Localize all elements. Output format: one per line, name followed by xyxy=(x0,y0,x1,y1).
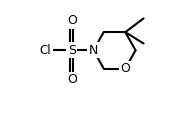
Text: Cl: Cl xyxy=(40,44,51,57)
Text: N: N xyxy=(89,44,98,57)
Text: O: O xyxy=(120,62,130,75)
Text: O: O xyxy=(67,73,77,86)
Text: O: O xyxy=(67,14,77,27)
Text: S: S xyxy=(68,44,76,57)
